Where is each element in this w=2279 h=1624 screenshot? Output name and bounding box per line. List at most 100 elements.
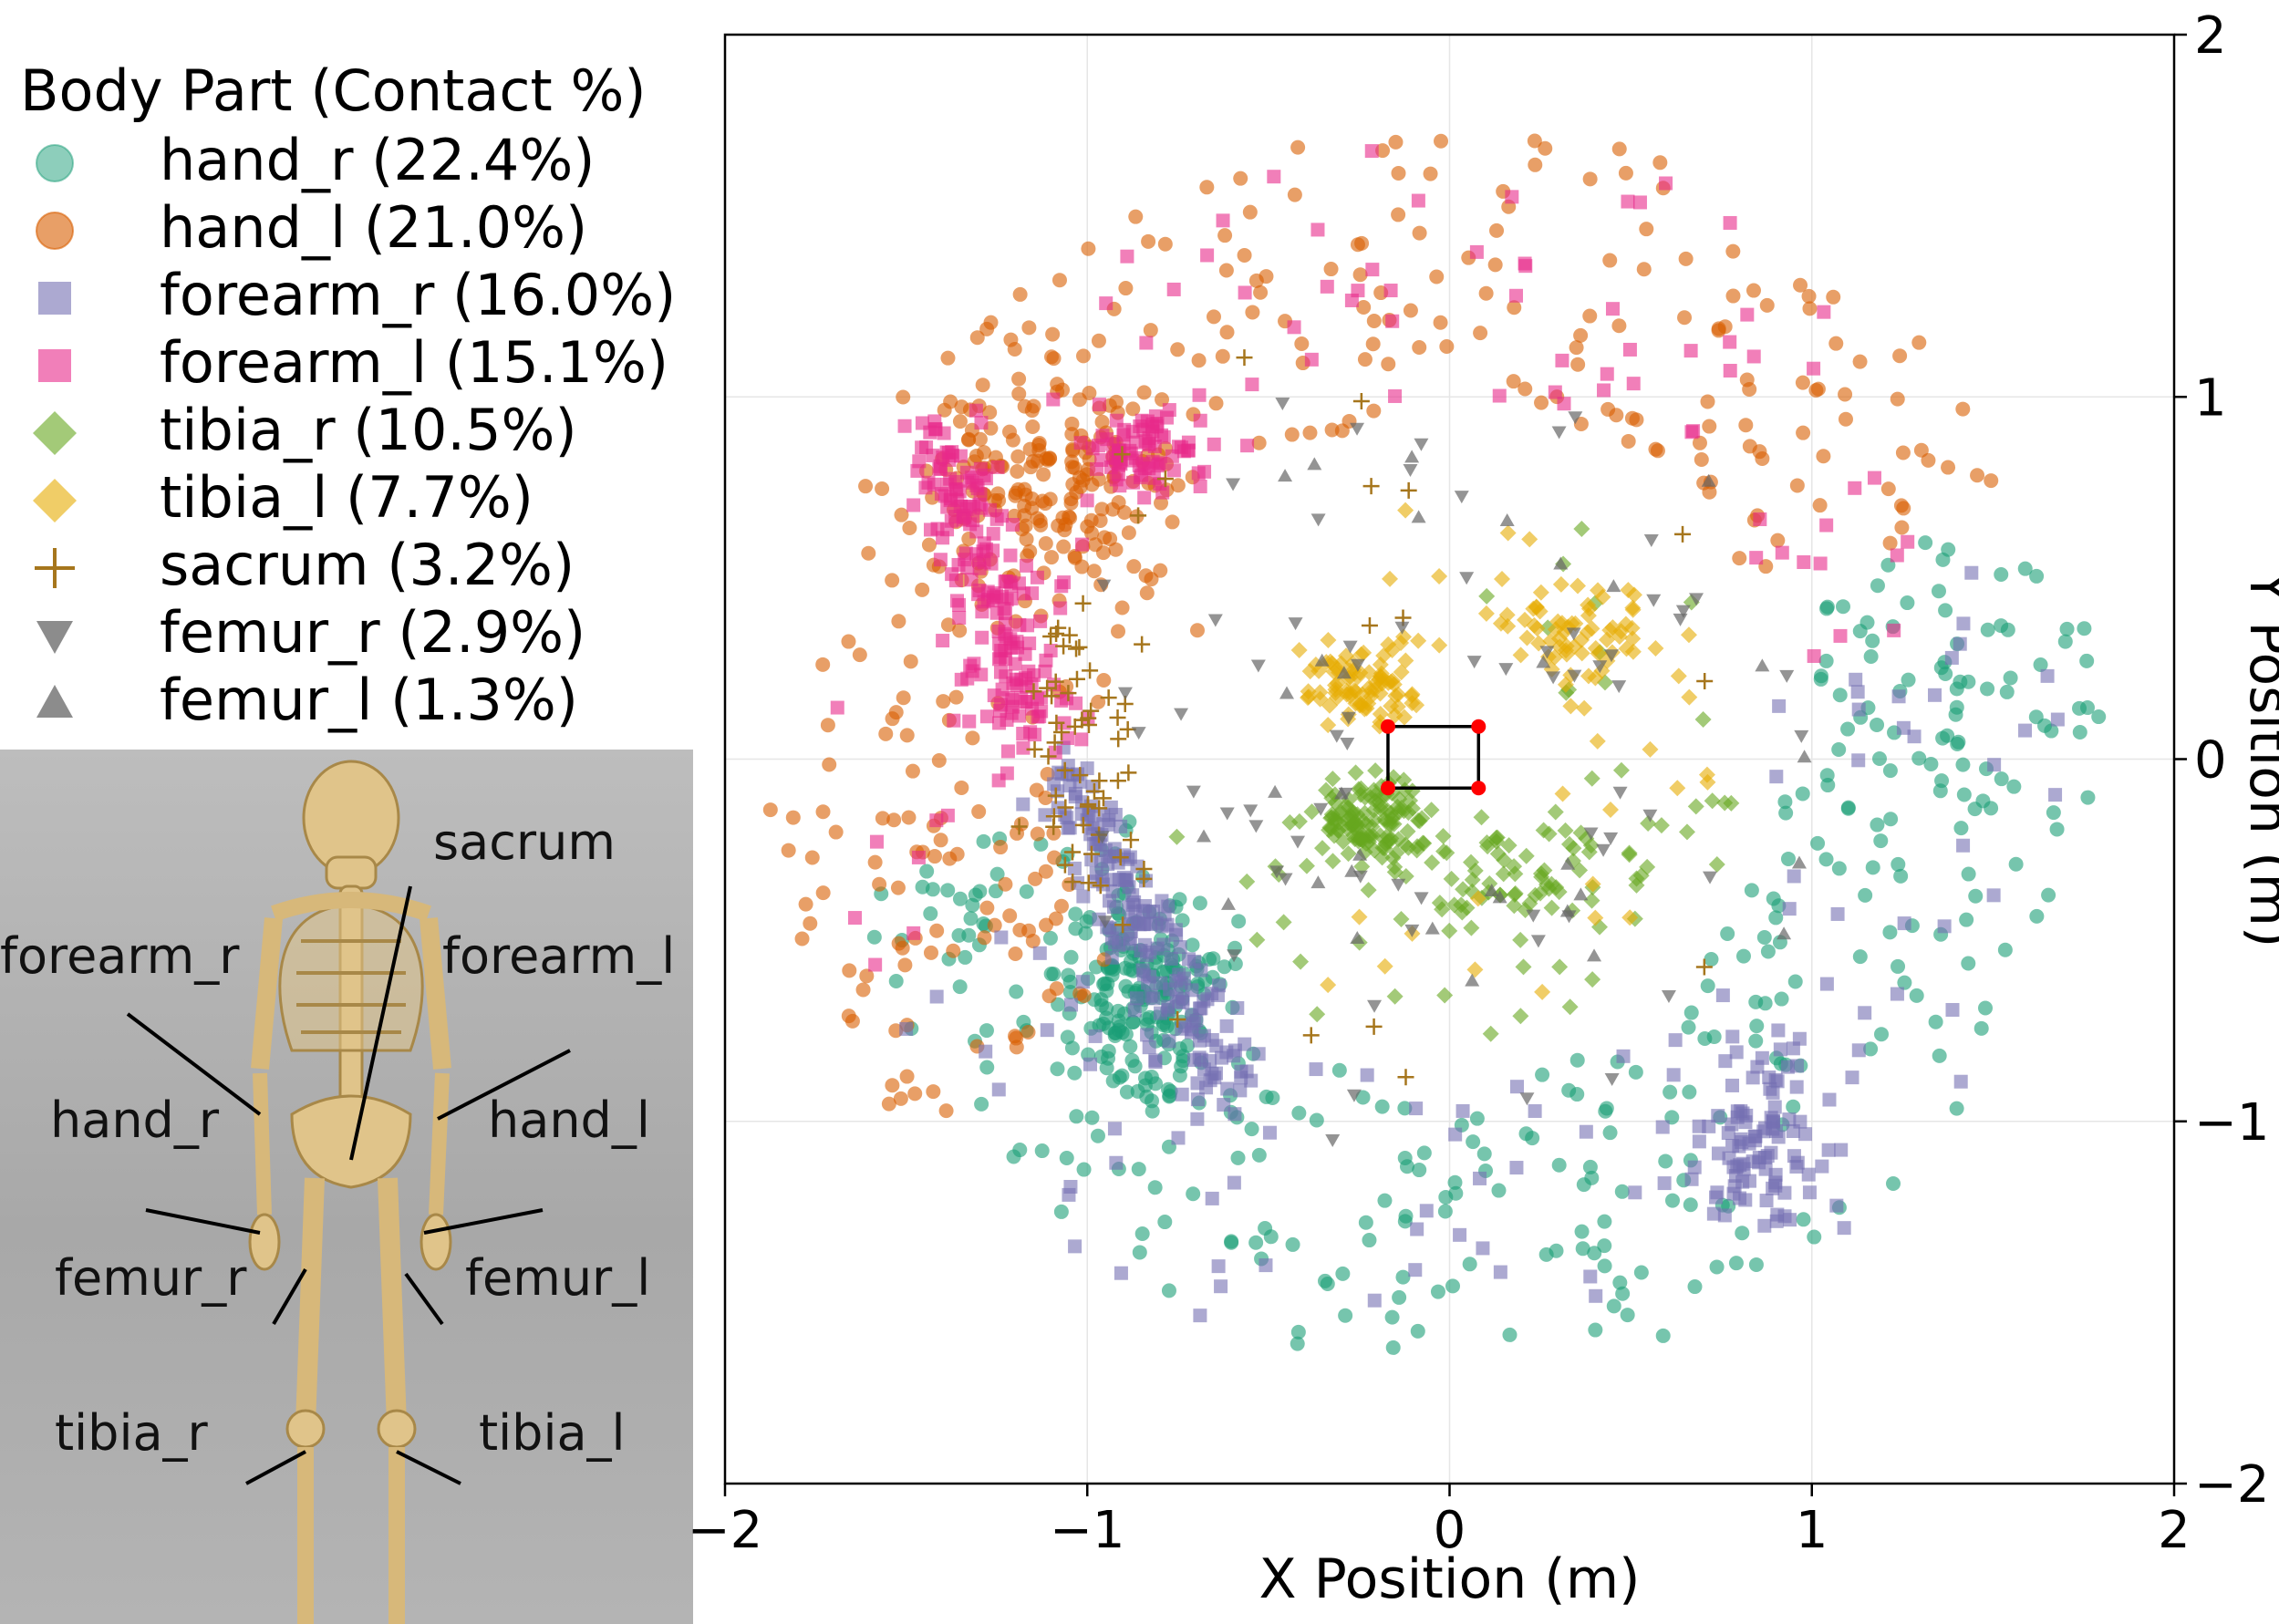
femur_l-point [1701,473,1716,487]
hand_r-point [1397,1101,1413,1116]
hand_l-point [1170,342,1186,357]
tibia_l-point [1531,603,1549,620]
y-axis-title: Y Position (m) [2237,570,2279,948]
hand_l-point [1334,423,1350,439]
forearm_l-point [986,526,1000,541]
tibia_l-point [1327,677,1344,694]
forearm_r-point [1419,1204,1434,1218]
tibia_l-point [1372,705,1389,722]
forearm_l-point [1659,176,1673,191]
forearm_r-point [994,930,1009,945]
hand_r-point [1059,1150,1074,1165]
sacrum-point [1048,714,1065,731]
hand_l-point [1105,502,1121,517]
forearm_l-point [1124,446,1138,460]
tibia_l-point [1360,695,1377,712]
tibia_r-point [1395,771,1413,789]
femur_r-point [1642,809,1658,822]
femur_r-point [1568,411,1583,425]
hand_r-point [1813,668,1828,684]
tibia_l-point [1576,699,1593,717]
hand_l-point [1826,289,1841,305]
hand_l-point [1582,171,1598,187]
hand_l-point [1629,412,1644,428]
hand_r-point [1397,1214,1413,1229]
hand_l-point [1064,416,1080,431]
femur_r-point [1325,1134,1341,1148]
forearm_l-point [979,471,993,486]
hand_r-point [1819,768,1835,783]
hand_l-point [977,930,992,946]
hand_l-point [1038,790,1053,805]
hand_l-point [987,917,1002,933]
tibia_r-point [1580,843,1598,861]
forearm_l-point [1605,302,1620,316]
legend-title: Body Part (Contact %) [20,57,647,124]
hand_r-point [1050,1061,1065,1077]
hand_r-point [1392,1289,1407,1305]
hand_l-point [1434,133,1449,149]
hand_r-point [1886,1175,1901,1191]
forearm_r-point [1782,902,1797,916]
forearm_r-point [1239,1064,1254,1079]
hand_r-point [1127,1059,1143,1074]
hand_l-point [1108,542,1124,557]
hand_l-point [1063,491,1079,507]
hand_l-point [993,840,1009,855]
forearm_r-point [1209,1039,1224,1053]
hand_l-point [1025,933,1041,948]
forearm_l-point [1848,481,1862,495]
tibia_r-point [1399,822,1416,840]
forearm_r-point [1233,1083,1248,1098]
femur_r-point [1596,843,1611,857]
y-tick-label: −1 [2194,1093,2270,1153]
hand_r-point [1265,1090,1280,1105]
hand_r-point [979,1023,994,1039]
legend-item-forearm-l: forearm_l (15.1%) [0,329,711,397]
tibia_l-point [1410,632,1427,649]
hand_r-point [915,879,930,895]
hand_l-point [1026,398,1041,414]
hand_l-point [1433,315,1448,330]
forearm_l-point [1155,485,1170,500]
circle-marker-icon [36,212,74,250]
hand_l-point [972,431,988,447]
hand_r-point [1438,1189,1454,1205]
hand_r-point [1090,1128,1105,1143]
forearm_r-point [979,1044,993,1059]
hand_l-point [1038,536,1053,552]
forearm_l-point [1385,314,1400,328]
hand_l-point [1287,187,1302,202]
femur_r-point [1288,617,1303,631]
forearm_r-point [1837,1221,1851,1236]
hand_l-point [1618,165,1633,181]
forearm_r-point [1088,1029,1103,1043]
forearm_r-point [1455,1103,1470,1118]
hand_l-point [1076,988,1092,1004]
series-hand_l [762,133,1999,1119]
forearm_l-point [947,713,961,728]
forearm_l-point [1351,284,1365,298]
tibia_r-point [1323,790,1341,807]
hand_r-point [1078,926,1093,941]
hand_l-point [1030,826,1045,842]
forearm_r-point [1956,616,1971,631]
tibia_r-point [1435,828,1452,845]
hand_r-point [1119,1084,1134,1100]
forearm_l-point [1046,678,1061,692]
forearm_r-point [1473,1171,1487,1185]
forearm_r-point [1196,1062,1211,1077]
forearm_r-point [2040,668,2055,683]
hand_l-point [1921,452,1936,468]
tibia_l-point [1521,531,1538,548]
femur_r-point [1459,572,1475,585]
hand_l-point [1125,401,1141,417]
hand_r-point [1768,910,1784,926]
object-corner-point [1380,781,1395,796]
forearm_r-point [1766,1114,1780,1129]
forearm_l-point [1469,244,1484,259]
forearm_r-point [1830,906,1845,921]
forearm_l-point [1287,320,1301,335]
hand_l-point [1602,253,1618,268]
forearm_r-point [1104,950,1119,965]
